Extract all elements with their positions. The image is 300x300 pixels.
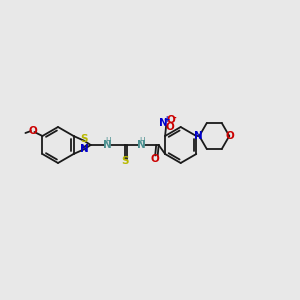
Text: +: + (163, 116, 169, 124)
Text: N: N (194, 131, 203, 141)
Text: -: - (172, 113, 176, 122)
Text: O: O (28, 125, 37, 136)
Text: O: O (226, 131, 235, 141)
Text: N: N (159, 118, 167, 128)
Text: O: O (167, 115, 176, 125)
Text: S: S (80, 134, 88, 144)
Text: N: N (80, 144, 89, 154)
Text: N: N (103, 140, 112, 150)
Text: N: N (137, 140, 146, 150)
Text: O: O (150, 154, 159, 164)
Text: O: O (166, 122, 175, 132)
Text: H: H (105, 137, 111, 146)
Text: S: S (121, 155, 128, 166)
Text: H: H (139, 137, 145, 146)
